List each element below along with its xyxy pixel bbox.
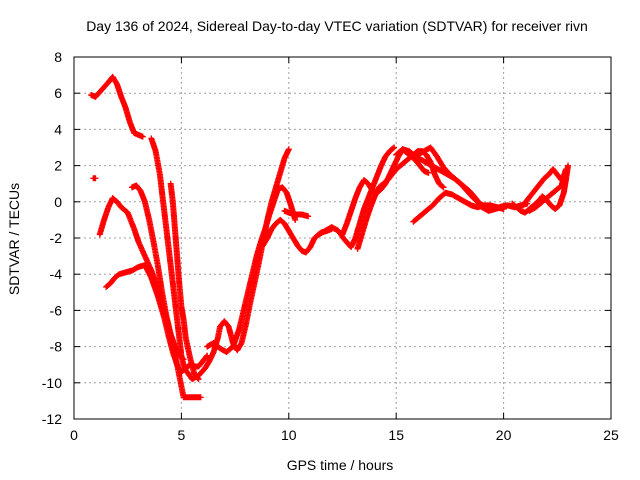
data-points <box>167 180 202 383</box>
y-tick-label: -6 <box>50 302 63 318</box>
x-axis-label: GPS time / hours <box>287 457 394 473</box>
series-arc-7 <box>167 180 202 383</box>
series-arc-5 <box>128 182 187 363</box>
x-tick-label: 25 <box>603 427 619 443</box>
data-points <box>281 207 312 220</box>
x-tick-label: 15 <box>388 427 404 443</box>
series-arc-18 <box>509 162 572 216</box>
y-axis-label: SDTVAR / TECUs <box>6 183 22 295</box>
y-tick-label: -8 <box>50 339 63 355</box>
series-arc-20 <box>526 166 569 214</box>
series-arc-2 <box>90 175 99 182</box>
data-points <box>90 175 99 182</box>
series-arc-10 <box>260 216 335 256</box>
data-points <box>526 166 569 214</box>
data-points <box>260 216 335 256</box>
series-arc-6 <box>148 135 189 372</box>
data-points <box>509 162 572 216</box>
data-points <box>410 189 507 225</box>
y-tick-label: 0 <box>54 194 62 210</box>
y-tick-label: -10 <box>42 375 62 391</box>
y-tick-label: 4 <box>54 121 62 137</box>
data-points <box>204 184 299 356</box>
y-tick-label: -4 <box>50 266 63 282</box>
ticks: 0 5 10 15 20 25 -12 -10 -8 -6 -4 -2 0 2 4 6 8 <box>42 49 619 443</box>
data-points <box>128 182 187 363</box>
y-tick-label: 2 <box>54 158 62 174</box>
x-tick-label: 10 <box>281 427 297 443</box>
y-tick-label: 6 <box>54 85 62 101</box>
y-tick-label: -12 <box>42 411 62 427</box>
data-points <box>148 135 189 372</box>
chart-title: Day 136 of 2024, Sidereal Day-to-day VTE… <box>86 18 588 34</box>
series-layer <box>88 73 572 401</box>
series-arc-9 <box>204 184 299 356</box>
data-points <box>88 73 146 140</box>
series-arc-1 <box>88 73 146 140</box>
x-tick-label: 20 <box>496 427 512 443</box>
series-arc-17 <box>410 189 507 225</box>
y-tick-label: 8 <box>54 49 62 65</box>
series-arc-11 <box>281 207 312 220</box>
y-tick-label: -2 <box>50 230 63 246</box>
x-tick-label: 0 <box>70 427 78 443</box>
x-tick-label: 5 <box>178 427 186 443</box>
